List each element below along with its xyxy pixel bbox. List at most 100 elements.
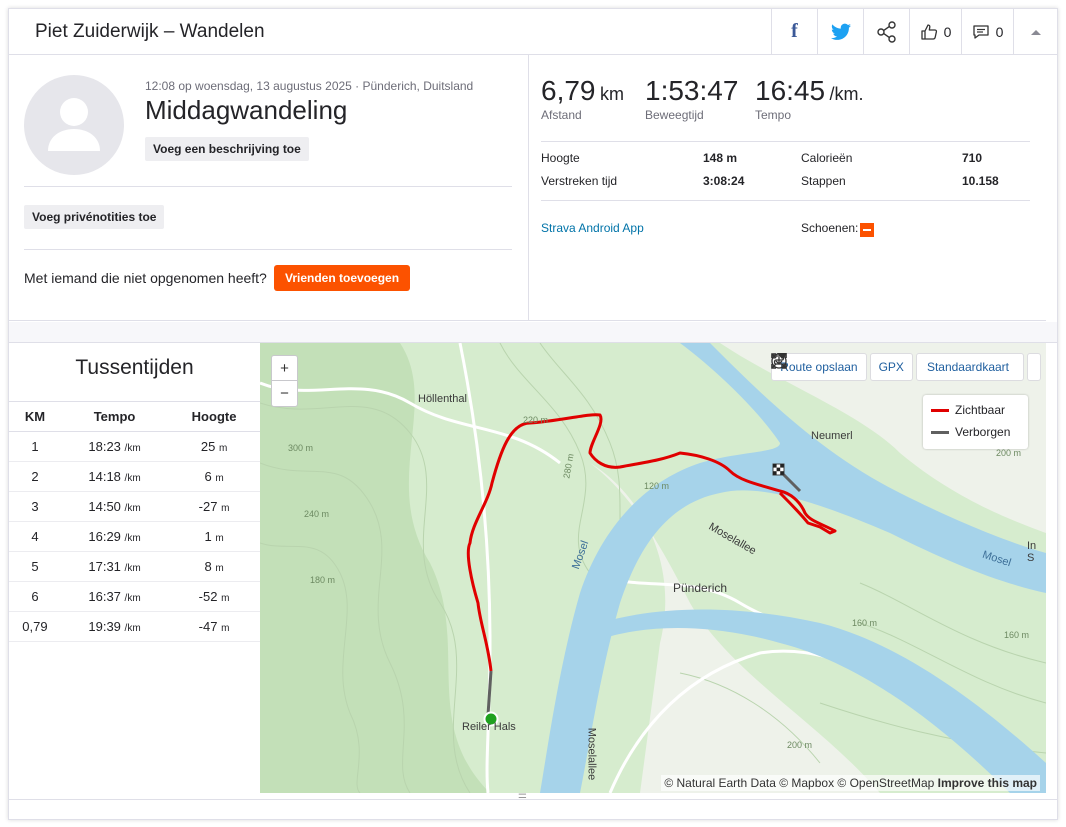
- split-pace-unit: /km: [124, 593, 141, 604]
- calories-value: 710: [962, 151, 983, 165]
- contour-label: 200 m: [996, 448, 1022, 458]
- split-elevation-unit: m: [215, 563, 224, 574]
- split-elevation-unit: m: [215, 473, 224, 484]
- save-route-button[interactable]: Route opslaan: [771, 353, 867, 381]
- split-pace-unit: /km: [124, 563, 141, 574]
- split-pace: 19:39: [88, 619, 121, 634]
- expand-icon: [771, 353, 788, 369]
- steps-value: 10.158: [962, 174, 999, 188]
- split-pace: 14:50: [88, 499, 121, 514]
- split-row[interactable]: 5 17:31 /km 8 m: [9, 551, 260, 582]
- legend-visible: Zichtbaar: [931, 403, 1005, 417]
- split-pace: 14:18: [88, 469, 121, 484]
- zoom-in-button[interactable]: +: [272, 356, 297, 381]
- facebook-share-button[interactable]: f: [771, 9, 817, 54]
- split-row[interactable]: 0,79 19:39 /km -47 m: [9, 611, 260, 642]
- contour-label: 120 m: [644, 481, 670, 491]
- split-elevation-cell: -52 m: [168, 581, 260, 612]
- zoom-out-button[interactable]: −: [280, 385, 289, 402]
- legend-visible-label: Zichtbaar: [955, 403, 1006, 417]
- column-header-km: KM: [9, 401, 61, 432]
- contour-label: 200 m: [787, 740, 813, 750]
- map-canvas[interactable]: [260, 343, 1046, 793]
- add-description-button[interactable]: Voeg een beschrijving toe: [145, 137, 309, 161]
- pace-unit: /km.: [829, 84, 864, 104]
- distance-value: 6,79: [541, 75, 596, 106]
- split-pace-cell: 18:23 /km: [60, 431, 169, 462]
- legend-hidden-swatch: [931, 430, 949, 434]
- street-label-in-s: In S: [1027, 540, 1037, 564]
- split-row[interactable]: 3 14:50 /km -27 m: [9, 491, 260, 522]
- split-km: 0,79: [9, 611, 61, 642]
- place-label-punderich: Pünderich: [673, 581, 728, 595]
- divider: [24, 186, 512, 187]
- map-type-select[interactable]: Standaardkaart: [777, 353, 1024, 381]
- split-pace: 16:29: [88, 529, 121, 544]
- attribution-text[interactable]: © Natural Earth Data © Mapbox © OpenStre…: [664, 776, 935, 790]
- zoom-control: + −: [271, 355, 298, 407]
- calories-label: Calorieën: [801, 151, 853, 165]
- split-km: 3: [9, 491, 61, 522]
- contour-label: 160 m: [852, 618, 878, 628]
- split-elevation: 25: [200, 439, 216, 454]
- split-pace-unit: /km: [124, 473, 141, 484]
- split-pace-cell: 17:31 /km: [60, 551, 169, 582]
- twitter-share-button[interactable]: [817, 9, 863, 54]
- split-elevation-cell: 6 m: [168, 461, 260, 492]
- splits-header-row: KM Tempo Hoogte: [9, 401, 260, 432]
- divider: [541, 200, 1030, 201]
- route-map[interactable]: Höllenthal Neumerl Pünderich Reiler Hals…: [260, 343, 1046, 793]
- gpx-label: GPX: [878, 360, 904, 374]
- split-pace: 17:31: [88, 559, 121, 574]
- share-icon: [876, 20, 896, 43]
- split-elevation-cell: -47 m: [168, 611, 260, 642]
- start-marker: [483, 711, 499, 727]
- collapse-button[interactable]: [1013, 9, 1057, 54]
- activity-owner-title: Piet Zuiderwijk – Wandelen: [35, 21, 265, 42]
- add-friends-button[interactable]: Vrienden toevoegen: [274, 265, 411, 291]
- steps-label: Stappen: [801, 174, 846, 188]
- pace-value: 16:45: [755, 75, 826, 106]
- split-elevation-unit: m: [221, 623, 230, 634]
- elevation-value: 148 m: [703, 151, 738, 165]
- split-pace-unit: /km: [124, 503, 141, 514]
- split-pace-cell: 14:50 /km: [60, 491, 169, 522]
- kudos-button[interactable]: 0: [909, 9, 961, 54]
- split-elevation: -52: [198, 589, 218, 604]
- add-shoes-icon[interactable]: [860, 223, 874, 237]
- twitter-icon: [830, 23, 851, 40]
- missing-participants-text: Met iemand die niet opgenomen heeft?: [24, 270, 267, 286]
- shoes-label: Schoenen:: [801, 221, 859, 235]
- comment-button[interactable]: 0: [961, 9, 1013, 54]
- split-pace: 18:23: [88, 439, 121, 454]
- improve-map-link[interactable]: Improve this map: [937, 776, 1037, 790]
- distance-unit: km: [599, 84, 624, 104]
- moving-time-label: Beweegtijd: [645, 108, 704, 122]
- split-pace-unit: /km: [124, 533, 141, 544]
- share-button[interactable]: [863, 9, 909, 54]
- split-row[interactable]: 6 16:37 /km -52 m: [9, 581, 260, 612]
- fullscreen-button[interactable]: [771, 353, 1041, 381]
- split-elevation: 1: [204, 529, 212, 544]
- facebook-icon: f: [791, 20, 798, 42]
- comment-count: 0: [995, 23, 1004, 40]
- place-label-reiler-hals: Reiler Hals: [462, 721, 516, 733]
- resize-handle-icon[interactable]: ☰: [518, 793, 527, 804]
- split-elevation-cell: -27 m: [168, 491, 260, 522]
- contour-label: 160 m: [1004, 630, 1030, 640]
- split-km: 1: [9, 431, 61, 462]
- device-app-link[interactable]: Strava Android App: [541, 221, 644, 235]
- map-legend: Zichtbaar Verborgen: [923, 395, 1028, 449]
- activity-title: Middagwandeling: [145, 95, 348, 125]
- legend-hidden: Verborgen: [931, 425, 1010, 439]
- avatar[interactable]: [24, 75, 124, 175]
- split-row[interactable]: 4 16:29 /km 1 m: [9, 521, 260, 552]
- splits-title: Tussentijden: [75, 356, 194, 379]
- split-row[interactable]: 1 18:23 /km 25 m: [9, 431, 260, 462]
- add-private-notes-button[interactable]: Voeg privénotities toe: [24, 205, 165, 229]
- gpx-download-button[interactable]: GPX: [771, 353, 913, 381]
- activity-header: Piet Zuiderwijk – Wandelen f 0 0: [9, 9, 1057, 55]
- split-elevation-unit: m: [221, 593, 230, 604]
- kudos-count: 0: [943, 23, 952, 40]
- split-row[interactable]: 2 14:18 /km 6 m: [9, 461, 260, 492]
